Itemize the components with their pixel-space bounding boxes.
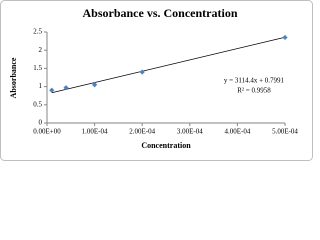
y-tick-label: 2 [39,46,43,54]
annotation: y = 3114.4x + 0.7991 [224,77,285,85]
chart-border [0,0,313,161]
y-axis-title: Absorbance [9,57,18,98]
y-tick-label: 0 [39,119,43,127]
data-point [92,82,98,88]
y-tick-label: 2.5 [33,28,42,36]
chart-title: Absorbance vs. Concentration [83,6,238,20]
x-tick-label: 0.00E+00 [33,128,61,136]
y-tick-label: 1.5 [33,64,42,72]
x-axis-title: Concentration [141,141,191,150]
data-point [139,69,145,75]
page: Absorbance vs. Concentration Concentrati… [0,0,313,161]
x-tick-label: 3.00E-04 [177,128,203,136]
data-point [282,34,288,41]
chart: Absorbance vs. Concentration Concentrati… [0,0,313,161]
x-tick-label: 5.00E-04 [272,128,298,136]
trendline [51,36,286,94]
x-tick-label: 1.00E-04 [82,128,108,136]
x-tick-label: 2.00E-04 [129,128,155,136]
annotation: R² = 0.9958 [237,87,271,95]
y-tick-label: 0.5 [33,100,42,108]
y-tick-label: 1 [39,82,43,90]
data-point [49,87,55,93]
x-tick-label: 4.00E-04 [224,128,250,136]
data-point [63,85,69,91]
